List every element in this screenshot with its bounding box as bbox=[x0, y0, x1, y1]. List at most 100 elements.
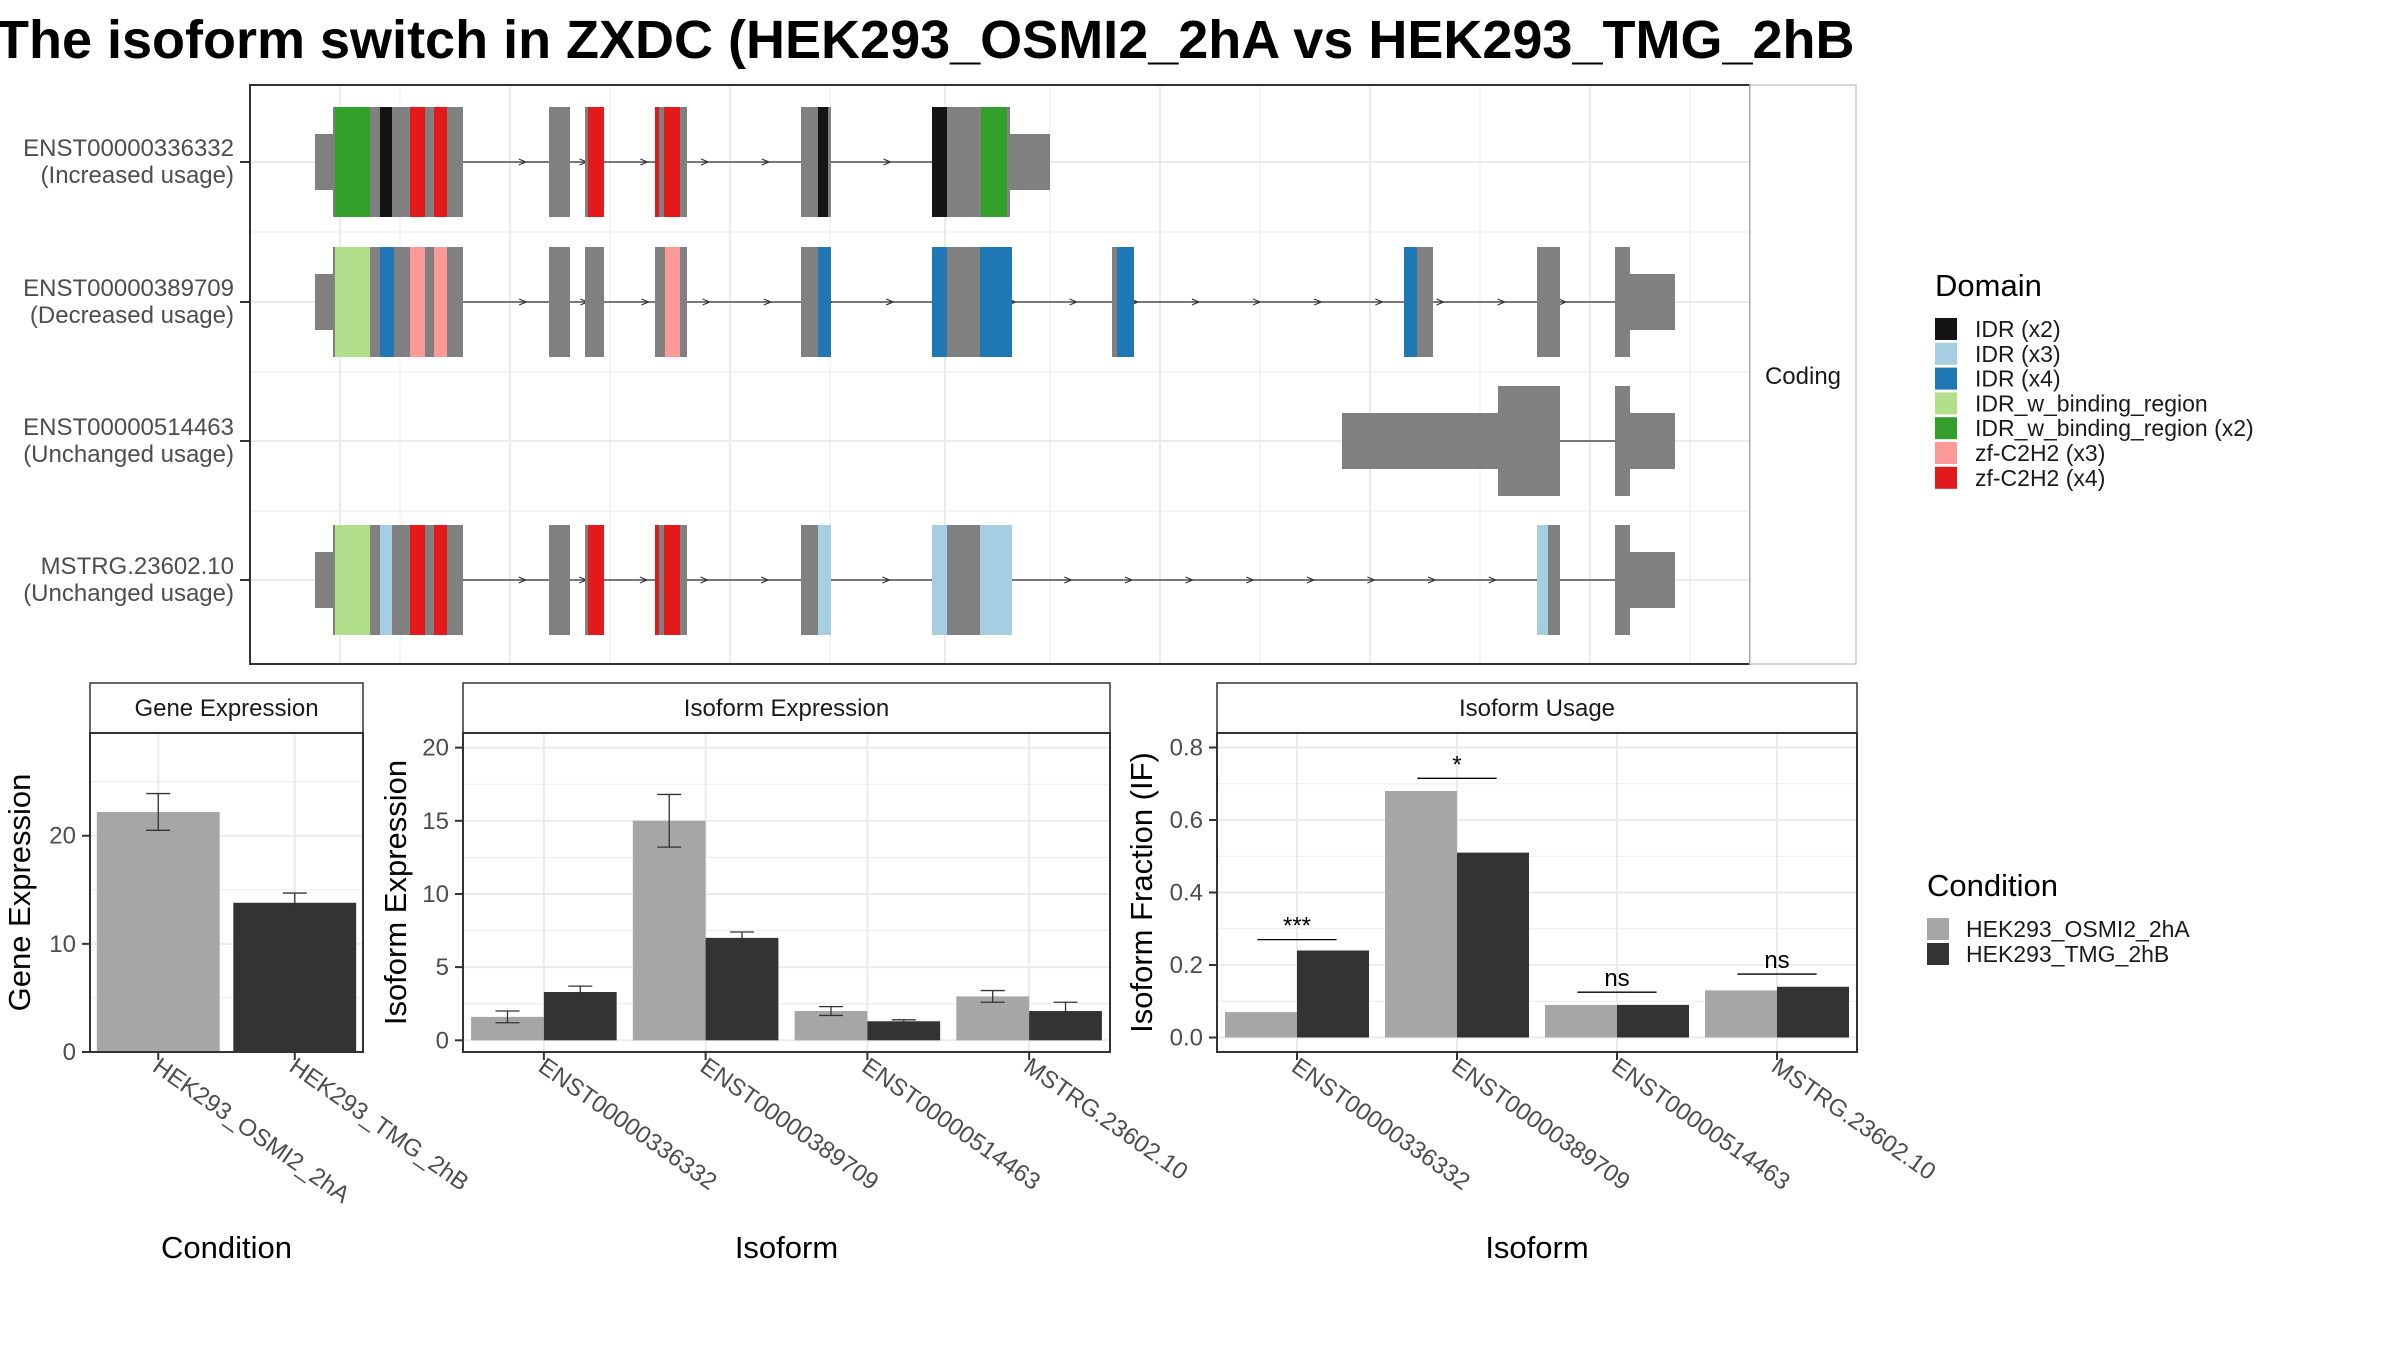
condition-legend-key bbox=[1927, 943, 1949, 965]
domain-segment bbox=[588, 107, 604, 217]
domain-legend-label: IDR (x2) bbox=[1975, 316, 2061, 342]
significance-label: ns bbox=[1764, 947, 1789, 974]
coding-exon bbox=[1498, 386, 1560, 496]
panel-border bbox=[89, 732, 364, 1053]
y-tick-label: 0 bbox=[63, 1039, 76, 1066]
x-tick-label: ENST00000389709 bbox=[695, 1053, 883, 1196]
intron-arrow bbox=[760, 576, 770, 584]
domain-segment bbox=[664, 525, 680, 635]
intron-arrow bbox=[518, 298, 528, 306]
isoform-usage-panel: Isoform Usage****nsns0.00.20.40.60.8ENST… bbox=[1124, 682, 1940, 1265]
y-tick-label: 0.8 bbox=[1170, 735, 1203, 762]
isoform-labels: ENST00000336332(Increased usage) ENST0000… bbox=[23, 135, 250, 607]
domain-segment bbox=[380, 525, 392, 635]
y-tick-label: 15 bbox=[422, 808, 449, 835]
intron-arrow bbox=[1488, 576, 1498, 584]
panel-title: Isoform Usage bbox=[1459, 695, 1615, 722]
intron-arrow bbox=[1427, 576, 1437, 584]
intron-arrow bbox=[1306, 576, 1316, 584]
y-tick-label: 20 bbox=[49, 823, 76, 850]
isoform-expression-panel: Isoform Expression 0 5 10 15 20 ENST0000033633… bbox=[378, 682, 1193, 1265]
domain-segment bbox=[335, 525, 370, 635]
domain-segment bbox=[410, 107, 425, 217]
x-tick-label: MSTRG.23602.10 bbox=[1019, 1053, 1193, 1186]
intron-arrow bbox=[1558, 298, 1568, 306]
domain-legend-key bbox=[1935, 442, 1957, 464]
intron-arrow bbox=[518, 576, 528, 584]
y-tick-label: 0.6 bbox=[1170, 807, 1203, 834]
utr-exon bbox=[1628, 413, 1675, 469]
domain-segment bbox=[655, 525, 659, 635]
intron-arrow bbox=[641, 298, 650, 306]
bar bbox=[867, 1021, 941, 1041]
domain-legend-key bbox=[1935, 392, 1957, 415]
bar bbox=[1617, 1004, 1689, 1038]
isoform-label-name: ENST00000514463 bbox=[23, 414, 234, 441]
bar bbox=[1705, 990, 1777, 1038]
bar bbox=[632, 820, 706, 1041]
intron-arrow bbox=[1375, 298, 1384, 306]
panel-strip bbox=[462, 682, 1111, 734]
structure-marks bbox=[315, 107, 1675, 635]
intron-arrow bbox=[1064, 576, 1073, 584]
facet-strip bbox=[1749, 84, 1857, 665]
utr-exon bbox=[1628, 274, 1675, 330]
intron-arrow bbox=[883, 158, 892, 166]
domain-legend-key bbox=[1935, 466, 1957, 489]
domain-segment bbox=[588, 525, 604, 635]
bar bbox=[543, 992, 617, 1041]
bar bbox=[471, 1016, 544, 1041]
domain-segment bbox=[1117, 247, 1134, 357]
bar bbox=[1385, 791, 1457, 1038]
domain-segment bbox=[1537, 525, 1548, 635]
domain-segment bbox=[410, 525, 425, 635]
isoform-label-name: ENST00000389709 bbox=[23, 275, 234, 302]
y-axis-title: Isoform Expression bbox=[378, 760, 413, 1025]
condition-legend-title: Condition bbox=[1927, 868, 2058, 903]
y-tick-label: 10 bbox=[422, 881, 449, 908]
domain-legend-key bbox=[1935, 417, 1957, 440]
intron-arrow bbox=[700, 576, 710, 584]
domain-legend-key bbox=[1935, 318, 1957, 340]
coding-exon bbox=[1615, 247, 1630, 357]
intron-arrow bbox=[885, 298, 895, 306]
domain-segment bbox=[818, 525, 831, 635]
intron-arrow bbox=[882, 576, 891, 584]
coding-exon bbox=[549, 247, 570, 357]
domain-legend-label: IDR_w_binding_region bbox=[1975, 390, 2208, 416]
isoform-label-name: MSTRG.23602.10 bbox=[41, 553, 234, 580]
domain-segment bbox=[655, 107, 659, 217]
domain-segment bbox=[335, 247, 370, 357]
panel-border bbox=[462, 732, 1111, 1053]
bar bbox=[1777, 986, 1849, 1038]
y-tick-label: 10 bbox=[49, 931, 76, 958]
bar bbox=[1297, 950, 1369, 1038]
intron-arrow bbox=[761, 158, 771, 166]
isoform-label-usage: (Unchanged usage) bbox=[23, 441, 234, 468]
significance-label: *** bbox=[1283, 913, 1311, 940]
condition-legend-label: HEK293_OSMI2_2hA bbox=[1966, 916, 2190, 942]
panel-title: Isoform Expression bbox=[684, 695, 889, 722]
panel-title: Gene Expression bbox=[134, 695, 318, 722]
domain-segment bbox=[818, 107, 828, 217]
intron-arrow bbox=[639, 576, 649, 584]
x-axis-title: Isoform bbox=[1485, 1230, 1588, 1265]
coding-exon bbox=[585, 247, 604, 357]
domain-segment bbox=[434, 525, 447, 635]
domain-segment bbox=[434, 107, 447, 217]
utr-exon bbox=[315, 134, 335, 190]
significance-label: ns bbox=[1604, 965, 1629, 992]
utr-exon bbox=[1628, 552, 1675, 608]
intron-arrow bbox=[1367, 576, 1376, 584]
x-tick-label: ENST00000336332 bbox=[533, 1053, 721, 1196]
y-tick-label: 5 bbox=[436, 954, 449, 981]
domain-legend-title: Domain bbox=[1935, 268, 2042, 303]
domain-segment bbox=[981, 107, 1007, 217]
utr-exon bbox=[1342, 413, 1500, 469]
domain-legend-label: zf-C2H2 (x3) bbox=[1975, 440, 2105, 466]
isoform-label-usage: (Unchanged usage) bbox=[23, 580, 234, 607]
condition-legend-label: HEK293_TMG_2hB bbox=[1966, 941, 2169, 967]
bar bbox=[705, 937, 779, 1041]
isoform-structure-panel: Coding ENST00000336332(Increased usage)E… bbox=[23, 84, 1857, 665]
